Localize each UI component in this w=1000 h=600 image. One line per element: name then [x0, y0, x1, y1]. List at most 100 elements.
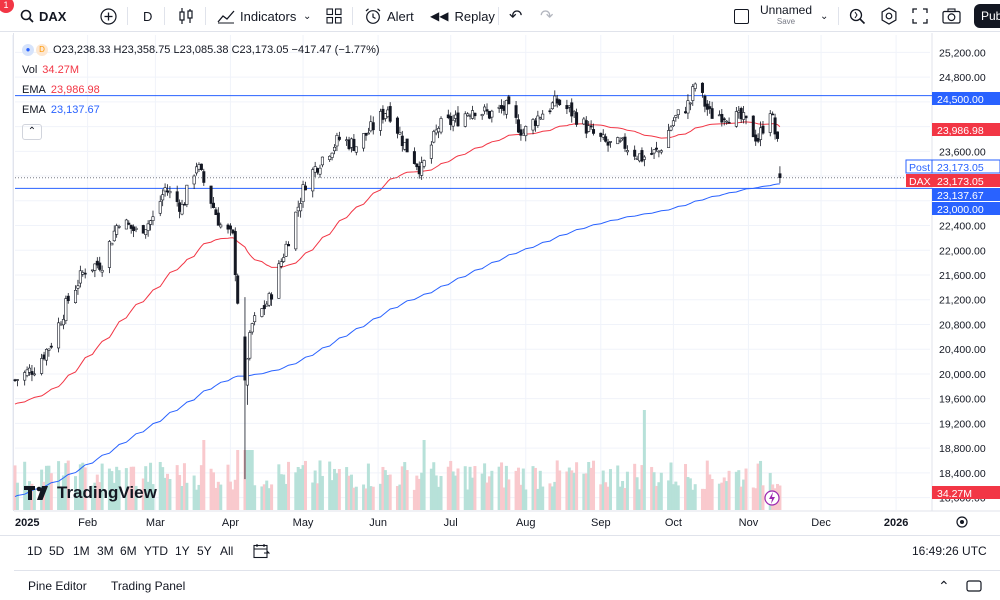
undo-button[interactable]: ↶ [509, 0, 522, 32]
range-label: 1M [73, 544, 90, 558]
range-5y[interactable]: 5Y [197, 536, 212, 566]
layout-name-button[interactable]: Unnamed Save [760, 0, 812, 32]
chart-type-button[interactable] [178, 0, 194, 32]
compare-symbol-button[interactable] [100, 0, 117, 32]
candle-body [267, 293, 271, 306]
volume-bar [422, 440, 426, 510]
legend-ema-slow-row[interactable]: EMA 23,137.67 [22, 100, 380, 120]
candle-body [59, 323, 63, 326]
indicators-dropdown[interactable]: ⌄ [303, 0, 311, 32]
range-6m[interactable]: 6M [120, 536, 137, 566]
time-axis-tick: Jun [369, 517, 387, 529]
candle-body [584, 120, 588, 134]
tradingview-watermark[interactable]: TradingView [24, 483, 157, 503]
clock-text: 16:49:26 UTC [912, 544, 987, 558]
legend-ema-fast-row[interactable]: EMA 23,986.98 [22, 80, 380, 100]
alert-button[interactable]: Alert [364, 0, 414, 32]
volume-bar [379, 483, 383, 510]
symbol-search[interactable]: DAX [20, 0, 66, 32]
candle-body [415, 163, 419, 168]
candle-body [451, 119, 455, 127]
axis-settings-icon[interactable] [956, 516, 968, 528]
volume-bar [216, 481, 220, 510]
collapse-panel-button[interactable]: ⌃ [938, 571, 950, 600]
volume-bar [587, 461, 591, 510]
layouts-button[interactable] [326, 0, 342, 32]
candle-body [722, 118, 726, 121]
volume-bar [175, 465, 179, 510]
trading-panel-tab[interactable]: Trading Panel [111, 571, 185, 600]
volume-bar [117, 470, 121, 510]
pine-editor-tab[interactable]: Pine Editor [28, 571, 87, 600]
volume-bar [248, 450, 252, 510]
candle-body [676, 109, 680, 115]
volume-bar [744, 468, 748, 510]
range-all[interactable]: All [220, 536, 233, 566]
axis-settings-icon-center [960, 520, 964, 524]
goto-date-button[interactable] [253, 536, 270, 566]
snapshot-button[interactable] [942, 0, 961, 32]
volume-bar [398, 484, 402, 510]
price-axis-label-box [932, 123, 1000, 136]
candle-body [608, 141, 612, 143]
volume-bar [531, 466, 535, 510]
timezone-clock[interactable]: 16:49:26 UTC [912, 536, 987, 566]
layout-select-checkbox[interactable] [734, 0, 749, 32]
replay-button[interactable]: ◀◀ Replay [430, 0, 495, 32]
volume-bar [516, 467, 520, 510]
candle-body [633, 149, 637, 157]
candle-body [90, 269, 94, 272]
candle-body [379, 111, 383, 131]
interval-button[interactable]: D [143, 0, 152, 32]
volume-bar [485, 482, 489, 510]
candles-icon [179, 8, 193, 24]
redo-button[interactable]: ↷ [540, 0, 553, 32]
settings-button[interactable] [880, 0, 898, 32]
price-chart[interactable]: 25,200.00 24,800.00 23,600.00 22,400.00 22,0… [0, 32, 1000, 535]
candle-body [40, 358, 44, 374]
range-5d[interactable]: 5D [49, 536, 64, 566]
candle-body [301, 184, 305, 202]
volume-bar [199, 465, 203, 510]
range-ytd[interactable]: YTD [144, 536, 168, 566]
candle-body [572, 111, 576, 114]
range-3m[interactable]: 3M [97, 536, 114, 566]
plus-circle-icon [100, 7, 117, 25]
price-axis-tick: 18,400.00 [939, 468, 986, 480]
candle-body [124, 219, 128, 230]
candle-body [57, 322, 61, 349]
price-axis-label-box [932, 174, 1000, 187]
volume-bar [23, 461, 27, 510]
range-1y[interactable]: 1Y [175, 536, 190, 566]
maximize-panel-button[interactable] [966, 571, 982, 600]
candle-body [705, 103, 709, 110]
candle-body [66, 295, 70, 302]
volume-bar [589, 467, 593, 510]
candle-body [279, 261, 283, 267]
volume-bar [352, 487, 356, 510]
price-axis-tick: 20,400.00 [939, 344, 986, 356]
indicators-button[interactable]: Indicators [217, 0, 296, 32]
ohlc-values: O23,238.33 H23,358.75 L23,085.38 C23,173… [53, 44, 380, 56]
range-1d[interactable]: 1D [27, 536, 42, 566]
volume-bar [180, 485, 184, 510]
price-axis-label-box [932, 188, 1000, 201]
candle-body [287, 244, 291, 247]
candle-body [446, 114, 450, 119]
candle-body [642, 156, 646, 160]
candle-body [349, 138, 353, 148]
quick-search-button[interactable] [849, 0, 866, 32]
volume-bar [32, 489, 36, 510]
range-label: 5Y [197, 544, 212, 558]
candle-body [168, 190, 172, 194]
range-1m[interactable]: 1M [73, 536, 90, 566]
publish-label: Pub [981, 9, 1000, 23]
candle-body [768, 113, 772, 133]
publish-button[interactable]: Pub [974, 4, 1000, 28]
legend-volume-row[interactable]: Vol 34.27M [22, 60, 380, 80]
layout-menu-dropdown[interactable]: ⌄ [820, 0, 828, 32]
candle-body [144, 229, 148, 235]
volume-bar [403, 462, 407, 510]
collapse-legend-button[interactable]: ⌃ [22, 124, 42, 140]
fullscreen-button[interactable] [912, 0, 928, 32]
